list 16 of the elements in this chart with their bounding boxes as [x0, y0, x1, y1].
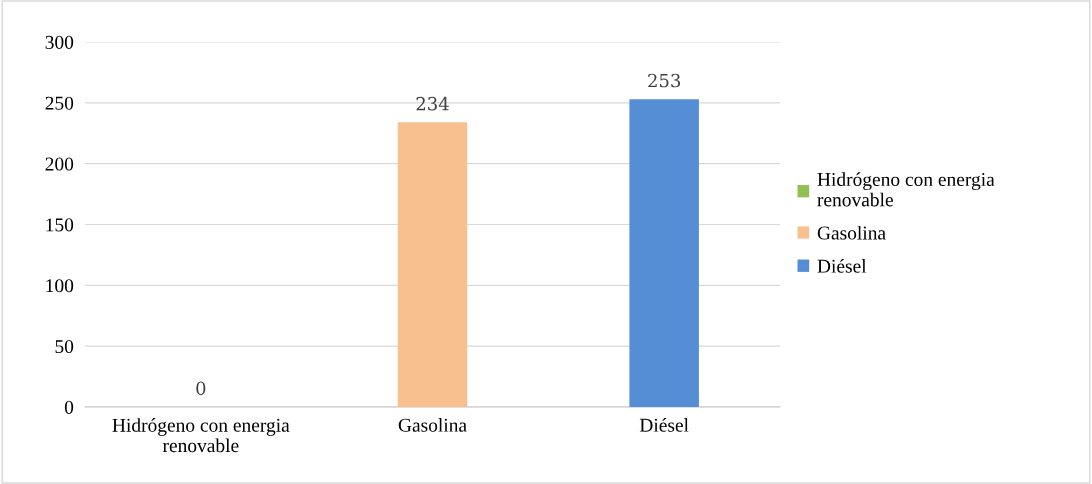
data-label: 234	[416, 96, 449, 111]
legend-label: Diésel	[817, 259, 867, 273]
x-tick-label: Diésel	[639, 418, 689, 432]
y-tick-label: 250	[45, 96, 74, 110]
data-label: 253	[648, 73, 681, 88]
data-label: 0	[196, 381, 206, 396]
y-tick-label: 0	[64, 400, 74, 414]
y-tick-label: 150	[46, 218, 74, 232]
x-tick-label: Gasolina	[398, 418, 467, 432]
legend-label: Hidrógeno con energia renovable	[817, 172, 995, 207]
y-tick-label: 50	[55, 339, 74, 354]
y-tick-label: 100	[46, 279, 74, 293]
legend-label: Gasolina	[817, 225, 886, 240]
y-tick-label: 200	[45, 157, 74, 171]
x-tick-label: Hidrógeno con energia renovable	[112, 418, 290, 453]
y-tick-label: 300	[45, 35, 74, 49]
